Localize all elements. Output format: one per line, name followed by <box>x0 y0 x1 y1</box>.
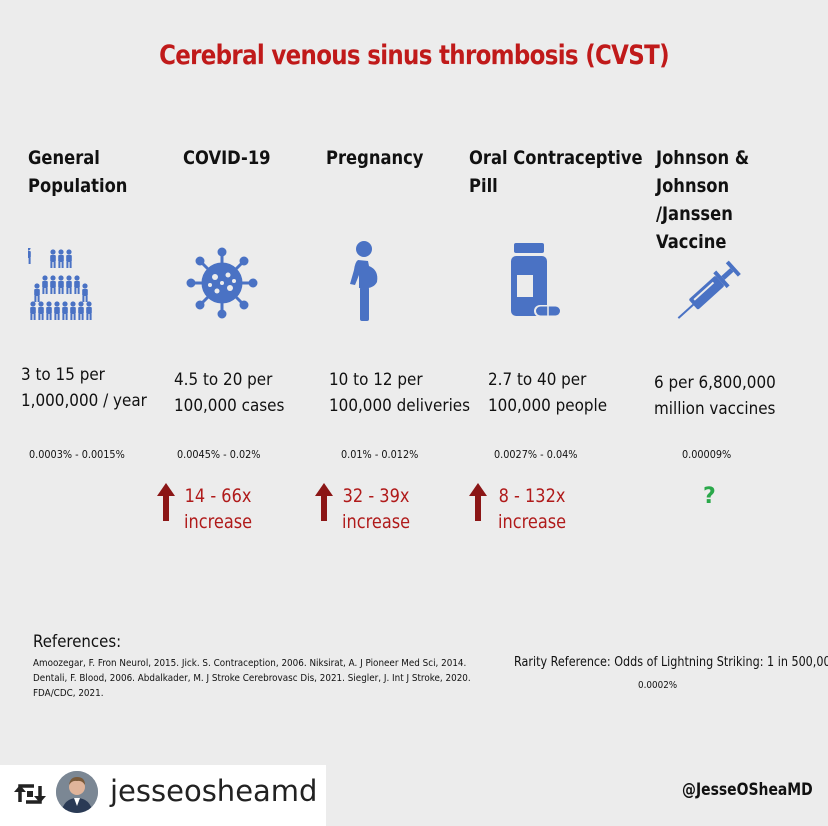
repost-icon[interactable] <box>14 780 46 808</box>
virus-icon <box>186 247 258 319</box>
people-pyramid-icon <box>28 248 98 328</box>
references-title: References: <box>33 632 122 652</box>
pregnant-woman-icon <box>345 240 385 322</box>
rate-pregnancy: 10 to 12 per 100,000 deliveries <box>329 370 471 415</box>
increase-value: 8 - 132x <box>498 485 566 507</box>
percent-covid-19: 0.0045% - 0.02% <box>177 448 261 461</box>
header-general-population: General Population <box>28 147 128 197</box>
percent-general-population: 0.0003% - 0.0015% <box>29 448 125 461</box>
percent-jj-janssen-vaccine: 0.00009% <box>682 448 732 461</box>
header-oral-contraceptive-pill: Oral Contraceptive Pill <box>469 147 643 197</box>
rarity-reference: Rarity Reference: Odds of Lightning Stri… <box>514 655 828 670</box>
increase-oral-contraceptive-pill: 8 - 132x increase <box>498 483 566 535</box>
increase-value: 14 - 66x <box>184 485 252 507</box>
rate-oral-contraceptive-pill: 2.7 to 40 per 100,000 people <box>488 370 608 415</box>
percent-pregnancy: 0.01% - 0.012% <box>341 448 419 461</box>
increase-label: increase <box>342 511 411 533</box>
infographic-title: Cerebral venous sinus thrombosis (CVST) <box>159 40 669 71</box>
increase-pregnancy: 32 - 39x increase <box>342 483 410 535</box>
repost-bar <box>0 765 326 826</box>
rate-general-population: 3 to 15 per 1,000,000 / year <box>21 365 147 410</box>
percent-oral-contraceptive-pill: 0.0027% - 0.04% <box>494 448 578 461</box>
increase-value: 32 - 39x <box>342 485 410 507</box>
header-pregnancy: Pregnancy <box>326 147 424 169</box>
rate-jj-janssen-vaccine: 6 per 6,800,000 million vaccines <box>654 373 776 418</box>
up-arrow-icon <box>157 483 175 526</box>
up-arrow-icon <box>315 483 333 526</box>
header-jj-janssen-vaccine: Johnson & Johnson /Janssen Vaccine <box>656 147 750 253</box>
references-body: Amoozegar, F. Fron Neurol, 2015. Jick. S… <box>33 658 471 699</box>
repost-username[interactable]: jesseosheamd <box>110 774 318 808</box>
header-covid-19: COVID-19 <box>183 147 271 169</box>
unknown-increase: ? <box>703 484 716 509</box>
pill-bottle-icon <box>508 243 563 321</box>
increase-label: increase <box>498 511 567 533</box>
rarity-percent: 0.0002% <box>638 680 678 691</box>
rate-covid-19: 4.5 to 20 per 100,000 cases <box>174 370 285 415</box>
syringe-icon <box>676 250 752 322</box>
increase-label: increase <box>184 511 253 533</box>
up-arrow-icon <box>469 483 487 526</box>
author-handle: @JesseOSheaMD <box>682 780 813 800</box>
increase-covid-19: 14 - 66x increase <box>184 483 252 535</box>
avatar[interactable] <box>56 771 98 813</box>
